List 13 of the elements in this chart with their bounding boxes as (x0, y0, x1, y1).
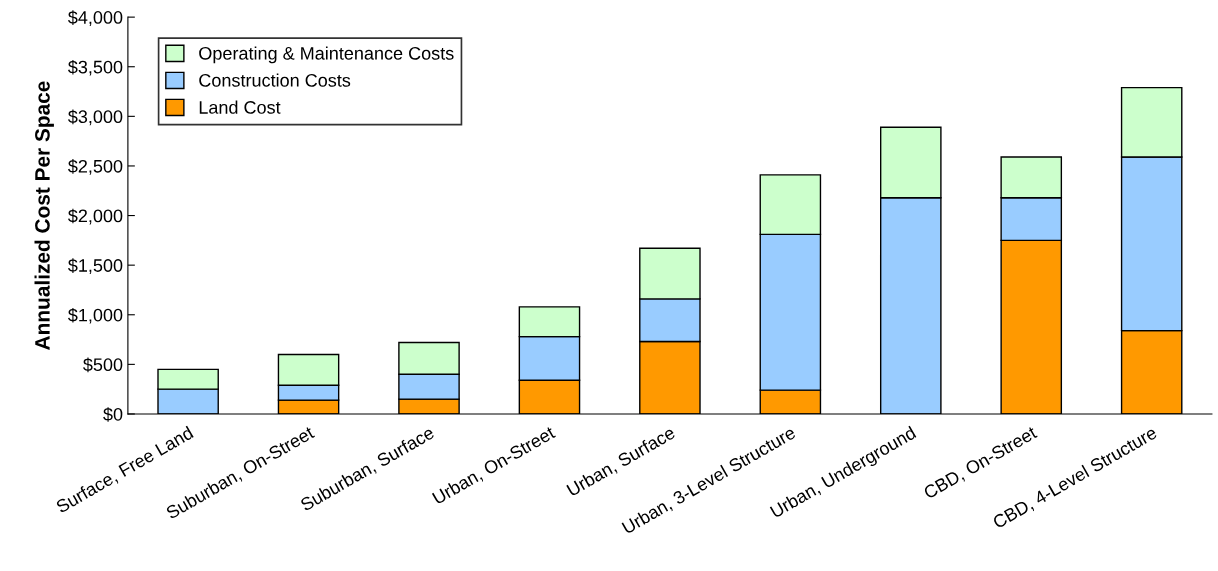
legend-label: Land Cost (199, 100, 281, 114)
y-tick-label: $1,500 (68, 258, 123, 275)
legend-label: Operating & Maintenance Costs (199, 46, 454, 64)
y-tick-label: $0 (103, 407, 123, 422)
y-axis-title: Annualized Cost Per Space (34, 81, 54, 350)
y-tick-label: $500 (83, 357, 123, 373)
y-tick-label: $2,500 (68, 159, 123, 175)
y-tick-label: $3,000 (68, 109, 123, 126)
legend-label: Construction Costs (199, 73, 351, 87)
y-tick-label: $3,500 (68, 59, 123, 76)
y-tick-label: $1,000 (68, 307, 123, 324)
y-tick-label: $2,000 (68, 208, 123, 225)
y-tick-label: $4,000 (68, 10, 123, 26)
